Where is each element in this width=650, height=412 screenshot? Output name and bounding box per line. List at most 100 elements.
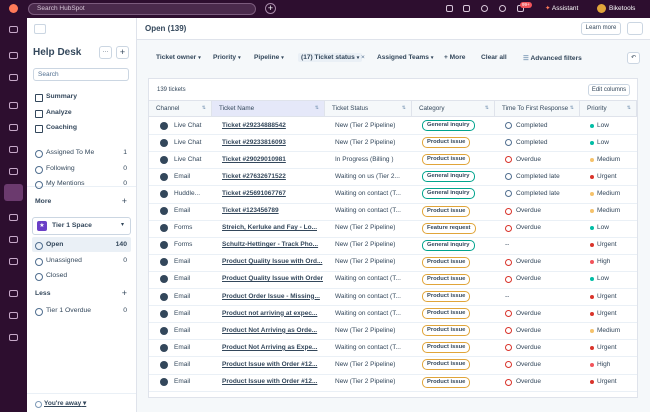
away-indicator [35,401,42,408]
more-toggle[interactable]: More [35,198,52,205]
column-header-label: Priority [587,105,607,112]
row-divider [149,356,637,358]
rail-icon[interactable] [9,124,18,131]
ticket-name[interactable]: Ticket #29233816093 [222,138,286,146]
sort-icon: ⇅ [201,105,206,111]
ticket-name[interactable]: Product Quality Issue with Ord... [222,258,323,266]
column-header[interactable]: Ticket Name ⇅ [212,100,325,117]
filter-dropdown[interactable]: Pipeline ▾ [254,54,284,61]
help-icon[interactable] [481,5,488,12]
priority: Low [597,275,609,283]
column-header[interactable]: Ticket Status ⇅ [325,100,412,117]
nav-item[interactable]: Coaching [46,124,77,131]
filter-dropdown[interactable]: Priority ▾ [213,54,241,61]
column-header[interactable]: Category ⇅ [412,100,495,117]
ticket-name[interactable]: Ticket #123456789 [222,207,279,215]
view-item[interactable]: Following [46,164,75,172]
first-response: Overdue [516,258,541,266]
filter-dropdown[interactable]: Ticket owner ▾ [156,54,201,61]
rail-icon[interactable] [9,102,18,109]
collapse-sidebar[interactable] [34,24,46,34]
calling-icon[interactable] [446,5,453,12]
rail-icon[interactable] [9,214,18,221]
view-item[interactable]: Assigned To Me [46,149,95,156]
ticket-name[interactable]: Product Issue with Order #12... [222,378,318,386]
column-header-label: Ticket Name [219,105,255,112]
learn-more-button[interactable]: Learn more [581,22,621,35]
remove-filter[interactable]: × [361,54,365,61]
view-settings[interactable] [627,22,643,35]
advanced-filters[interactable]: ☰ Advanced filters [523,54,582,62]
less-add[interactable]: + [121,288,127,298]
ticket-name[interactable]: Streich, Kerluke and Fay - Lo... [222,224,317,232]
rail-icon[interactable] [9,312,18,319]
view-item[interactable]: Closed [46,272,68,279]
space-selector[interactable]: ★ Tier 1 Space ▾ [32,217,131,235]
ticket-name[interactable]: Ticket #27632671522 [222,172,286,180]
less-toggle[interactable]: Less [35,290,51,297]
ticket-name[interactable]: Schultz-Hettinger - Track Pho... [222,241,319,249]
logo[interactable] [9,4,18,13]
category-pill: Product issue [422,273,471,285]
ticket-name[interactable]: Product Not Arriving as Orde... [222,326,318,334]
rail-icon[interactable] [9,236,18,243]
refresh-button[interactable]: ↶ [627,52,640,64]
ticket-name[interactable]: Product Issue with Order #12... [222,360,318,368]
view-item[interactable]: Tier 1 Overdue [46,307,92,314]
rail-icon[interactable] [9,334,18,341]
sidebar-search[interactable]: Search [33,68,129,81]
sidebar-add[interactable]: + [116,46,129,59]
view-item[interactable]: My Mentions [46,180,85,187]
ticket-name[interactable]: Ticket #25691067767 [222,189,286,197]
filter-dropdown[interactable]: Assigned Teams ▾ [377,54,433,61]
ticket-name[interactable]: Product not arriving at expec... [222,309,318,317]
rail-active[interactable] [4,184,23,201]
sidebar-options[interactable]: ··· [99,46,112,59]
rail-icon[interactable] [9,168,18,175]
priority-dot [590,294,594,299]
status-menu[interactable]: You're away ▾ [44,400,87,407]
nav-item[interactable]: Analyze [46,108,72,116]
assistant-button[interactable]: ✦ Assistant [545,3,578,15]
rail-icon[interactable] [9,26,18,33]
response-icon [505,344,512,352]
ticket-count: 139 tickets [157,87,186,93]
rail-icon[interactable] [9,258,18,265]
global-search[interactable]: Search HubSpot [28,3,256,15]
view-item[interactable]: Unassigned [46,256,82,264]
settings-icon[interactable] [499,5,506,12]
ticket-name[interactable]: Product Quality Issue with Order... [222,275,323,283]
marketplace-icon[interactable] [463,5,470,12]
column-header[interactable]: Priority ⇅ [580,100,637,117]
ticket-name[interactable]: Product Not Arriving as Expe... [222,343,318,351]
first-response: Overdue [516,378,541,386]
column-header[interactable]: Channel ⇅ [149,100,212,117]
view-item[interactable]: Open [46,241,64,248]
clear-all[interactable]: Clear all [481,54,507,61]
channel-icon [160,138,168,147]
sort-icon: ⇅ [569,105,574,111]
column-header[interactable]: Time To First Response ⇅ [495,100,580,117]
priority: Low [597,138,609,146]
view-icon [35,308,43,316]
filter-dropdown[interactable]: + More [444,54,465,61]
category-pill: Product issue [422,376,471,388]
create-button[interactable]: + [265,3,276,14]
rail-icon[interactable] [9,74,18,81]
nav-item[interactable]: Summary [46,93,77,100]
ticket-name[interactable]: Ticket #29029010981 [222,155,286,163]
priority-dot [590,140,594,145]
priority-dot [590,209,594,214]
channel: Email [174,275,191,283]
filter-dropdown[interactable]: (17) Ticket status ▾ [298,53,363,62]
priority: High [597,360,611,368]
rail-icon[interactable] [9,290,18,297]
rail-icon[interactable] [9,146,18,153]
account-menu[interactable]: Biketools [609,5,636,12]
caret: ▾ [281,55,284,61]
more-add[interactable]: + [121,196,127,206]
edit-columns[interactable]: Edit columns [588,84,630,96]
rail-icon[interactable] [9,52,18,59]
ticket-name[interactable]: Ticket #29234888542 [222,121,286,129]
ticket-name[interactable]: Product Order Issue - Missing... [222,292,320,300]
